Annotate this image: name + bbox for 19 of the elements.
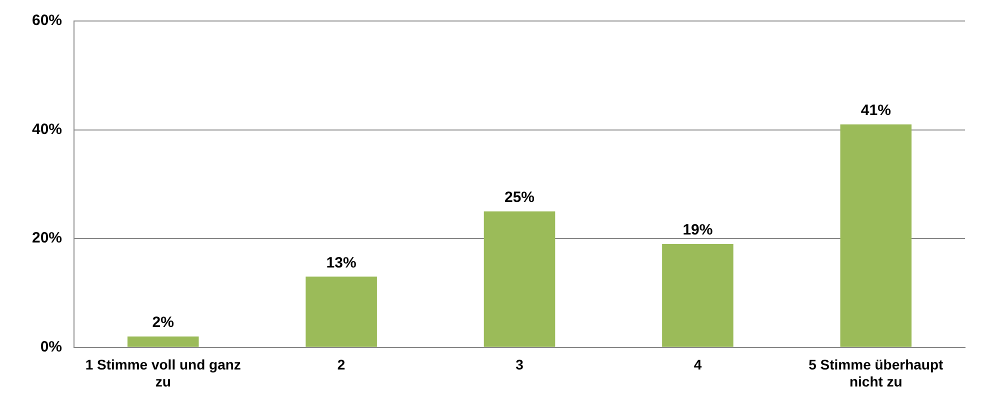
- bar: [306, 276, 377, 347]
- bar: [127, 336, 199, 347]
- bar: [662, 244, 734, 347]
- x-tick-label: 2: [337, 356, 346, 373]
- y-tick-label: 60%: [32, 12, 62, 30]
- data-label: 2%: [152, 314, 174, 332]
- y-tick-label: 20%: [32, 230, 62, 247]
- x-tick-label: 3: [516, 356, 524, 373]
- y-tick-label: 0%: [40, 338, 62, 356]
- bar: [484, 211, 556, 347]
- x-tick-label: 1 Stimme voll und ganz zu: [85, 356, 241, 390]
- data-label: 25%: [504, 189, 535, 206]
- y-tick-label: 40%: [32, 120, 62, 138]
- x-tick-label: 5 Stimme überhaupt nicht zu: [808, 356, 944, 390]
- bar: [840, 124, 912, 347]
- data-label: 19%: [682, 222, 713, 239]
- x-tick-label: 4: [694, 356, 702, 373]
- data-label: 13%: [326, 254, 356, 272]
- data-label: 41%: [860, 102, 891, 119]
